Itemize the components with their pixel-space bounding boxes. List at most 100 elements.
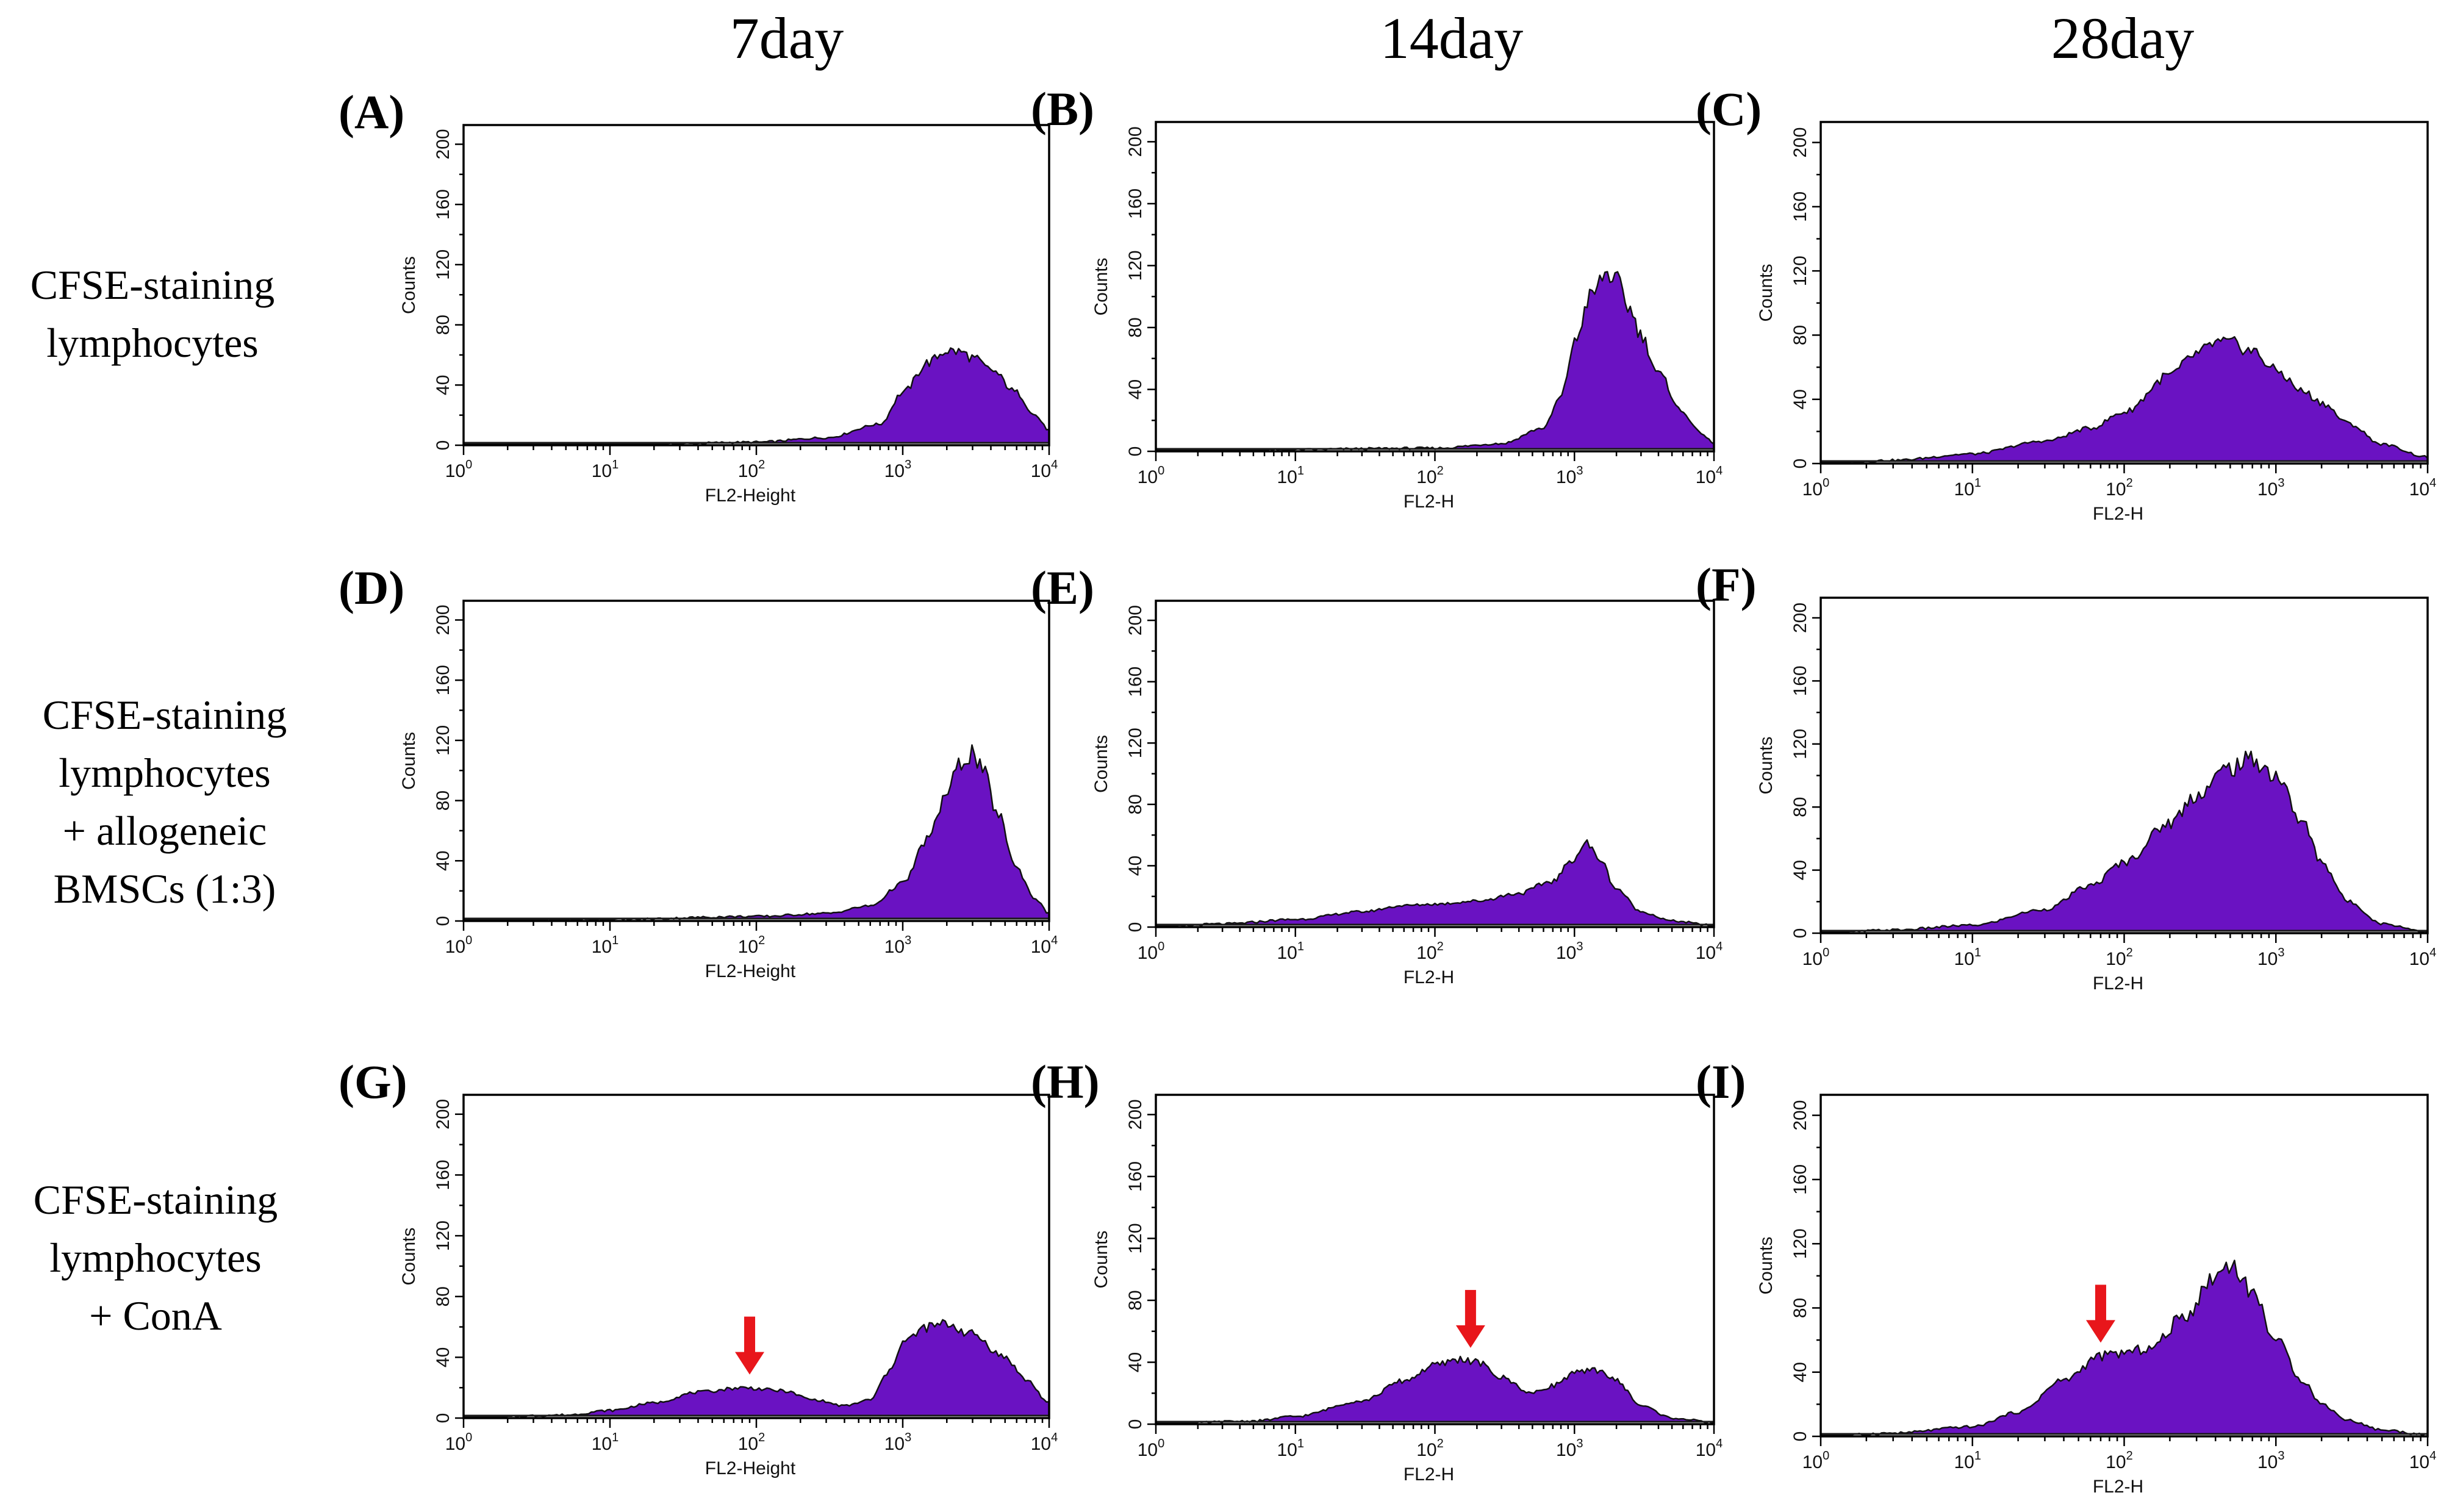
x-tick-label-G-1: 101: [592, 1431, 619, 1454]
panel-label-C: (C): [1696, 82, 1762, 135]
y-tick-label-G-120: 120: [433, 1220, 453, 1251]
x-axis-label-H: FL2-H: [1404, 1464, 1454, 1485]
x-tick-label-I-2: 102: [2106, 1449, 2133, 1472]
x-tick-label-G-4: 104: [1031, 1431, 1058, 1454]
y-tick-label-G-0: 0: [433, 1413, 453, 1424]
y-tick-label-H-200: 200: [1125, 1099, 1145, 1130]
red-arrow-shaft-I: [2095, 1284, 2106, 1322]
x-tick-label-E-1: 101: [1277, 940, 1305, 963]
histogram-F: [1819, 750, 2429, 933]
row-label-2-line-1: CFSE-staining: [43, 692, 287, 738]
x-tick-label-H-4: 104: [1696, 1437, 1723, 1460]
y-tick-label-D-120: 120: [433, 725, 453, 756]
y-tick-label-G-80: 80: [433, 1286, 453, 1306]
x-tick-label-H-1: 101: [1277, 1437, 1305, 1460]
histogram-A: [462, 347, 1050, 445]
histogram-I: [1819, 1259, 2429, 1436]
x-tick-label-A-2: 102: [738, 458, 765, 481]
y-tick-label-C-200: 200: [1790, 127, 1810, 158]
panel-C: 0 40 80 120 160 200 100 101 102 103 104 FL2-H Counts…: [1696, 82, 2436, 524]
y-axis-label-F: Counts: [1756, 736, 1776, 794]
y-tick-label-H-0: 0: [1125, 1419, 1145, 1430]
y-tick-label-H-120: 120: [1125, 1223, 1145, 1253]
x-tick-label-G-3: 103: [884, 1431, 912, 1454]
y-tick-label-C-160: 160: [1790, 192, 1810, 222]
x-tick-label-E-0: 100: [1138, 940, 1165, 963]
y-tick-label-D-80: 80: [433, 790, 453, 811]
row-label-3-line-3: + ConA: [89, 1292, 222, 1339]
y-tick-label-E-40: 40: [1125, 856, 1145, 876]
panel-label-I: (I): [1696, 1055, 1746, 1108]
x-tick-label-C-1: 101: [1954, 476, 1982, 500]
x-tick-label-B-1: 101: [1277, 464, 1305, 487]
y-tick-label-B-40: 40: [1125, 379, 1145, 399]
red-arrow-shaft-G: [744, 1316, 756, 1353]
y-tick-label-A-80: 80: [433, 315, 453, 335]
y-tick-label-C-120: 120: [1790, 256, 1810, 286]
y-tick-label-G-40: 40: [433, 1347, 453, 1367]
y-tick-label-B-0: 0: [1125, 446, 1145, 457]
x-tick-label-C-0: 100: [1802, 476, 1830, 500]
x-tick-label-C-4: 104: [2409, 476, 2437, 500]
x-tick-label-I-3: 103: [2257, 1449, 2285, 1472]
row-label-3-line-2: lymphocytes: [49, 1234, 262, 1281]
x-tick-label-H-0: 100: [1138, 1437, 1165, 1460]
plot-frame-E: [1155, 600, 1715, 928]
x-tick-label-A-3: 103: [884, 458, 912, 481]
x-tick-label-G-0: 100: [445, 1431, 473, 1454]
y-tick-label-D-160: 160: [433, 665, 453, 695]
y-tick-label-F-80: 80: [1790, 797, 1810, 817]
panel-H: 0 40 80 120 160 200 100 101 102 103 104 FL2-H Counts…: [1031, 1055, 1723, 1485]
y-axis-label-C: Counts: [1756, 263, 1776, 321]
x-tick-label-D-1: 101: [592, 934, 619, 957]
x-tick-label-F-1: 101: [1954, 946, 1982, 969]
x-tick-label-B-0: 100: [1138, 464, 1165, 487]
row-label-2: CFSE-staining lymphocytes + allogeneic B…: [43, 692, 287, 912]
panel-label-D: (D): [339, 561, 404, 614]
red-arrow-H: [1455, 1289, 1485, 1348]
y-tick-label-A-160: 160: [433, 189, 453, 220]
histogram-D: [462, 744, 1050, 921]
x-tick-label-C-3: 103: [2257, 476, 2285, 500]
panel-G: 0 40 80 120 160 200 100 101 102 103 104 FL2-Height C…: [339, 1055, 1058, 1478]
y-axis-label-G: Counts: [399, 1227, 419, 1285]
y-axis-label-A: Counts: [399, 256, 419, 314]
x-tick-label-D-4: 104: [1031, 934, 1058, 957]
y-tick-label-H-40: 40: [1125, 1352, 1145, 1372]
row-label-2-line-2: lymphocytes: [59, 750, 271, 796]
red-arrow-head-H: [1455, 1325, 1485, 1348]
y-tick-label-E-160: 160: [1125, 667, 1145, 697]
red-arrow-I: [2085, 1284, 2115, 1343]
histogram-H: [1155, 1355, 1715, 1424]
x-axis-label-G: FL2-Height: [705, 1458, 796, 1478]
x-tick-label-G-2: 102: [738, 1431, 765, 1454]
y-tick-label-F-0: 0: [1790, 928, 1810, 939]
panel-label-H: (H): [1031, 1055, 1100, 1108]
x-tick-label-A-1: 101: [592, 458, 619, 481]
x-axis-label-E: FL2-H: [1404, 967, 1454, 987]
panel-I: 0 40 80 120 160 200 100 101 102 103 104 FL2-H Counts…: [1696, 1055, 2436, 1497]
x-tick-label-F-4: 104: [2409, 946, 2437, 969]
panel-F: 0 40 80 120 160 200 100 101 102 103 104 FL2-H Counts…: [1696, 558, 2436, 994]
y-axis-label-B: Counts: [1091, 257, 1111, 315]
panel-label-B: (B): [1031, 82, 1094, 135]
x-tick-label-E-3: 103: [1556, 940, 1583, 963]
x-tick-label-A-0: 100: [445, 458, 473, 481]
y-tick-label-H-160: 160: [1125, 1161, 1145, 1192]
row-label-1-line-2: lymphocytes: [46, 320, 259, 366]
y-tick-label-F-40: 40: [1790, 860, 1810, 880]
y-tick-label-I-0: 0: [1790, 1431, 1810, 1442]
panel-label-A: (A): [339, 85, 404, 138]
y-tick-label-E-0: 0: [1125, 922, 1145, 933]
y-tick-label-D-200: 200: [433, 604, 453, 635]
y-axis-label-D: Counts: [399, 732, 419, 790]
row-label-3: CFSE-staining lymphocytes + ConA: [34, 1177, 278, 1339]
column-title-28day: 28day: [2051, 5, 2195, 71]
y-tick-label-F-200: 200: [1790, 603, 1810, 633]
x-tick-label-D-0: 100: [445, 934, 473, 957]
x-tick-label-B-2: 102: [1416, 464, 1444, 487]
x-tick-label-H-2: 102: [1416, 1437, 1444, 1460]
x-tick-label-H-3: 103: [1556, 1437, 1583, 1460]
y-tick-label-A-0: 0: [433, 440, 453, 451]
